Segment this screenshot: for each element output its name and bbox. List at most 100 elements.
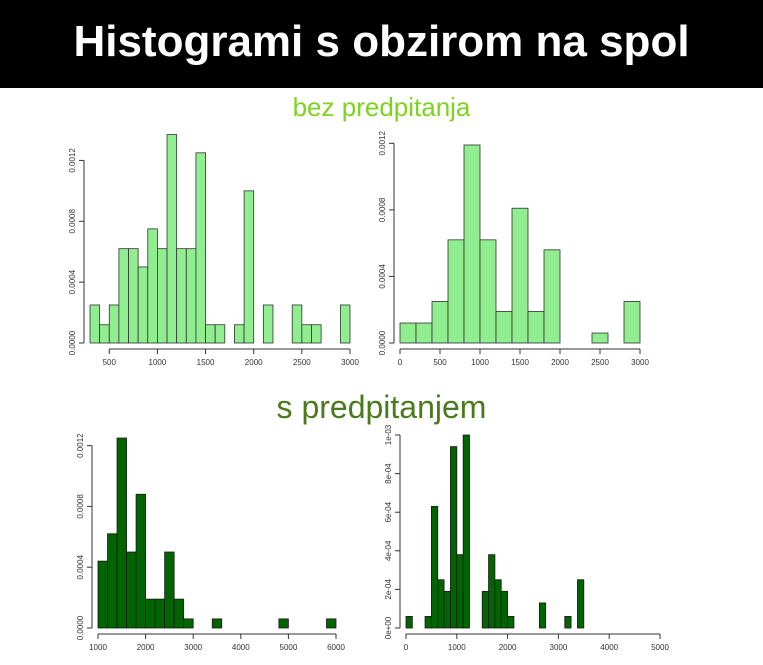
histogram-bar xyxy=(431,300,449,344)
y-tick-label: 0.0004 xyxy=(378,264,387,289)
x-tick-label: 1000 xyxy=(149,358,167,367)
x-tick-label: 3000 xyxy=(550,643,568,652)
x-tick-label: 1500 xyxy=(511,358,529,367)
x-tick-label: 2000 xyxy=(499,643,517,652)
x-tick-label: 6000 xyxy=(327,643,345,652)
histogram-bar xyxy=(437,579,445,629)
x-tick-label: 3000 xyxy=(184,643,202,652)
histogram-bar xyxy=(166,134,178,344)
title-banner: Histogrami s obzirom na spol xyxy=(0,0,763,88)
histogram-bar xyxy=(89,304,101,344)
y-tick-label: 0.0000 xyxy=(378,330,387,355)
histogram-bar xyxy=(311,324,322,344)
histogram-bar xyxy=(145,598,156,629)
histogram-bar xyxy=(339,304,351,344)
page-title: Histogrami s obzirom na spol xyxy=(73,17,690,66)
x-tick-label: 2000 xyxy=(551,358,569,367)
histogram-bar xyxy=(108,304,120,344)
histogram-bar xyxy=(405,616,413,629)
histogram-bar xyxy=(195,152,206,344)
histogram-bar xyxy=(291,304,303,344)
histogram-bar xyxy=(488,554,496,629)
x-tick-label: 1000 xyxy=(471,358,489,367)
y-tick-label: 0.0000 xyxy=(76,615,85,640)
x-tick-label: 4000 xyxy=(600,643,618,652)
histogram-bar xyxy=(173,598,185,629)
y-tick-label: 0e+00 xyxy=(384,616,393,639)
histogram-bar xyxy=(107,533,118,629)
histogram-bar xyxy=(443,590,451,629)
histogram-bar xyxy=(494,579,502,629)
histogram-bar xyxy=(447,239,465,344)
y-tick-label: 2e-04 xyxy=(384,579,393,600)
y-tick-label: 0.0004 xyxy=(76,554,85,579)
histogram-bar xyxy=(507,616,515,629)
histogram-bar xyxy=(211,618,223,629)
x-tick-label: 500 xyxy=(103,358,117,367)
histogram-bar xyxy=(511,207,529,344)
histogram-bar xyxy=(543,249,561,344)
histogram-bar xyxy=(479,239,497,344)
x-tick-label: 2000 xyxy=(245,358,263,367)
histogram-bar xyxy=(99,324,110,344)
x-tick-label: 500 xyxy=(433,358,447,367)
x-tick-label: 3000 xyxy=(631,358,649,367)
section-heading-top: bez predpitanja xyxy=(292,92,471,122)
y-tick-label: 0.0008 xyxy=(68,209,77,234)
histogram-bar xyxy=(424,616,432,629)
histogram-bar xyxy=(185,248,197,344)
x-tick-label: 0 xyxy=(398,358,403,367)
histogram-bar xyxy=(481,590,489,629)
histogram-bar xyxy=(415,322,433,344)
histogram-bar xyxy=(164,551,175,629)
histogram-bar xyxy=(538,602,547,629)
histogram-bar xyxy=(116,437,127,629)
x-tick-label: 0 xyxy=(404,643,409,652)
y-tick-label: 8e-04 xyxy=(384,463,393,484)
histogram-bar xyxy=(262,304,274,344)
histogram-bar xyxy=(326,618,337,629)
histogram-bar xyxy=(234,324,245,344)
histogram-bar xyxy=(243,190,255,344)
histogram-bar xyxy=(147,228,158,344)
histogram-bar xyxy=(137,266,149,344)
histogram-bottom-left: 0.0000 0.0004 0.0008 0.0012 1000 2000 3000 4000… xyxy=(76,433,345,652)
section-heading-bottom: s predpitanjem xyxy=(276,389,487,425)
histogram-bar xyxy=(591,332,609,344)
histogram-bar xyxy=(500,590,508,629)
histogram-bar xyxy=(527,310,545,344)
histogram-bottom-right: 0e+00 2e-04 4e-04 6e-04 8e-04 1e-03 0 1000 2000 3… xyxy=(384,424,669,652)
y-tick-label: 0.0008 xyxy=(76,494,85,519)
histogram-bar xyxy=(564,616,572,629)
histogram-bar xyxy=(157,248,168,344)
histogram-bar xyxy=(278,618,289,629)
histogram-bar xyxy=(128,248,139,344)
histogram-bar xyxy=(97,560,108,629)
histogram-bar xyxy=(154,598,166,629)
y-tick-label: 0.0012 xyxy=(68,148,77,173)
x-tick-label: 4000 xyxy=(232,643,250,652)
histogram-bar xyxy=(176,248,187,344)
x-tick-label: 3000 xyxy=(341,358,359,367)
histogram-bar xyxy=(205,324,216,344)
histogram-bar xyxy=(463,144,481,344)
y-tick-label: 0.0012 xyxy=(378,131,387,156)
y-tick-label: 4e-04 xyxy=(384,540,393,561)
histogram-top-left: 0.0000 0.0004 0.0008 0.0012 500 1000 1500 2000 2… xyxy=(68,134,359,367)
histogram-bar xyxy=(183,618,194,629)
x-tick-label: 2000 xyxy=(137,643,155,652)
histogram-bar xyxy=(301,324,312,344)
histogram-bar xyxy=(450,446,458,629)
histogram-bar xyxy=(462,434,470,629)
histogram-top-right: 0.0000 0.0004 0.0008 0.0012 0 500 1000 1500 2000… xyxy=(378,131,649,367)
x-tick-label: 1500 xyxy=(197,358,215,367)
y-tick-label: 0.0004 xyxy=(68,269,77,294)
histogram-bar xyxy=(495,310,513,344)
histogram-bar xyxy=(214,324,226,344)
histogram-bar xyxy=(126,551,137,629)
y-tick-label: 0.0000 xyxy=(68,330,77,355)
histogram-bar xyxy=(431,506,439,629)
x-tick-label: 1000 xyxy=(448,643,466,652)
y-tick-label: 0.0008 xyxy=(378,197,387,222)
y-tick-label: 1e-03 xyxy=(384,424,393,445)
